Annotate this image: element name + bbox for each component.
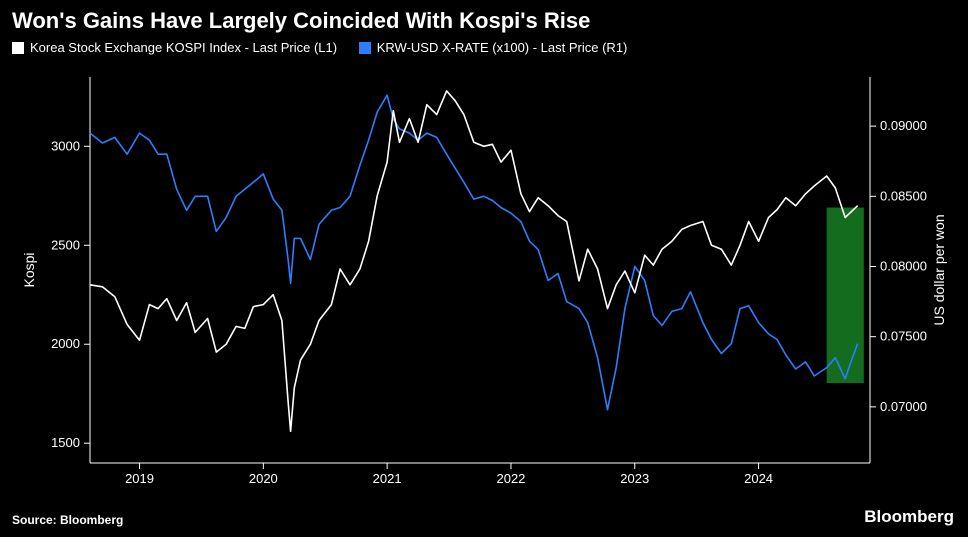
svg-text:3000: 3000 [51, 138, 80, 153]
source-footer: Source: Bloomberg [12, 513, 123, 527]
legend: Korea Stock Exchange KOSPI Index - Last … [0, 38, 968, 61]
svg-text:US dollar per won: US dollar per won [931, 214, 947, 325]
svg-text:0.08000: 0.08000 [880, 258, 927, 273]
legend-item-krwusd: KRW-USD X-RATE (x100) - Last Price (R1) [359, 40, 628, 55]
svg-text:2000: 2000 [51, 336, 80, 351]
svg-text:Kospi: Kospi [21, 252, 37, 287]
svg-text:2500: 2500 [51, 237, 80, 252]
legend-label-krwusd: KRW-USD X-RATE (x100) - Last Price (R1) [377, 40, 628, 55]
brand-logo: Bloomberg [864, 507, 954, 527]
svg-text:2021: 2021 [373, 471, 402, 486]
svg-text:0.09000: 0.09000 [880, 118, 927, 133]
svg-text:2022: 2022 [496, 471, 525, 486]
svg-text:2023: 2023 [620, 471, 649, 486]
legend-label-kospi: Korea Stock Exchange KOSPI Index - Last … [30, 40, 337, 55]
legend-swatch-krwusd [359, 42, 371, 54]
svg-text:2019: 2019 [125, 471, 154, 486]
legend-swatch-kospi [12, 42, 24, 54]
svg-text:0.07000: 0.07000 [880, 398, 927, 413]
svg-text:2024: 2024 [744, 471, 773, 486]
chart-area: 1500 2000 2500 3000 0.07000 0.07500 0.08000 0.0… [12, 65, 956, 495]
svg-text:2020: 2020 [249, 471, 278, 486]
svg-text:0.07500: 0.07500 [880, 328, 927, 343]
chart-svg: 1500 2000 2500 3000 0.07000 0.07500 0.08000 0.0… [12, 65, 956, 495]
legend-item-kospi: Korea Stock Exchange KOSPI Index - Last … [12, 40, 337, 55]
svg-text:0.08500: 0.08500 [880, 188, 927, 203]
chart-title: Won's Gains Have Largely Coincided With … [0, 0, 968, 38]
svg-text:1500: 1500 [51, 435, 80, 450]
